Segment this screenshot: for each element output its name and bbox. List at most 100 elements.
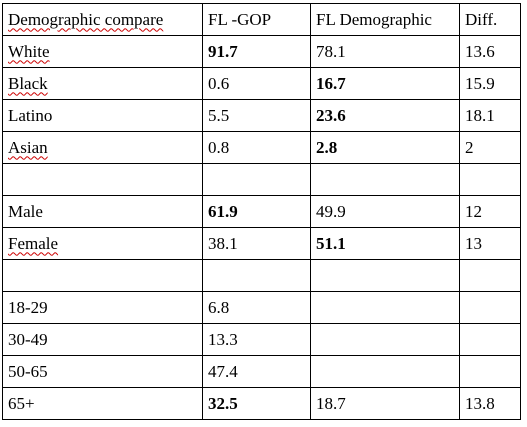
cell-diff[interactable]: 12 [459,195,521,228]
cell-diff[interactable]: 13.8 [459,387,521,420]
row-label-text: 30-49 [8,329,48,349]
header-fl-demographic-text: FL Demographic [316,9,432,29]
diff-value: 15.9 [465,73,495,93]
row-label-text: 65+ [8,393,35,413]
cell-fl-demographic[interactable] [310,355,460,388]
diff-value: 13 [465,233,482,253]
fl-gop-value: 6.8 [208,297,230,317]
row-label-text: Black [8,73,48,93]
cell-fl-demographic[interactable] [310,323,460,356]
row-label-text: Asian [8,137,48,157]
table-row: Black 0.6 16.7 15.9 [2,67,521,100]
cell-fl-demographic[interactable]: 2.8 [310,131,460,164]
cell-fl-demographic[interactable]: 23.6 [310,99,460,132]
cell-fl-gop[interactable]: 6.8 [202,291,311,324]
table-row: 30-49 13.3 [2,323,521,356]
cell-fl-demographic[interactable] [310,259,460,292]
demographic-compare-table: Demographic compare FL -GOP FL Demograph… [2,3,521,420]
cell-fl-gop[interactable]: 0.6 [202,67,311,100]
fl-gop-value: 61.9 [208,201,238,221]
header-cell-diff[interactable]: Diff. [459,3,521,36]
cell-fl-demographic[interactable]: 78.1 [310,35,460,68]
fl-demographic-value: 78.1 [316,41,346,61]
cell-label[interactable]: 30-49 [2,323,203,356]
cell-diff[interactable]: 15.9 [459,67,521,100]
cell-diff[interactable]: 13.6 [459,35,521,68]
cell-diff[interactable] [459,163,521,196]
cell-label[interactable]: 50-65 [2,355,203,388]
cell-fl-gop[interactable]: 13.3 [202,323,311,356]
cell-label[interactable]: Female [2,227,203,260]
table-row: Latino 5.5 23.6 18.1 [2,99,521,132]
cell-fl-gop[interactable] [202,163,311,196]
header-diff-text: Diff. [465,9,498,29]
cell-label[interactable]: Latino [2,99,203,132]
fl-gop-value: 32.5 [208,393,238,413]
header-category-text: Demographic compare [8,9,164,29]
diff-value: 13.6 [465,41,495,61]
table-row-empty [2,259,521,292]
diff-value: 13.8 [465,393,495,413]
header-fl-gop-text: FL -GOP [208,9,272,29]
cell-fl-gop[interactable]: 47.4 [202,355,311,388]
header-cell-category[interactable]: Demographic compare [2,3,203,36]
header-cell-fl-gop[interactable]: FL -GOP [202,3,311,36]
table-row: Male 61.9 49.9 12 [2,195,521,228]
cell-diff[interactable]: 13 [459,227,521,260]
fl-gop-value: 5.5 [208,105,230,125]
row-label-text: Female [8,233,59,253]
cell-label[interactable] [2,163,203,196]
cell-fl-demographic[interactable] [310,291,460,324]
cell-diff[interactable] [459,355,521,388]
diff-value: 12 [465,201,482,221]
fl-gop-value: 38.1 [208,233,238,253]
cell-diff[interactable] [459,323,521,356]
diff-value: 18.1 [465,105,495,125]
fl-demographic-value: 18.7 [316,393,346,413]
cell-fl-gop[interactable]: 32.5 [202,387,311,420]
cell-diff[interactable]: 18.1 [459,99,521,132]
fl-demographic-value: 51.1 [316,233,346,253]
cell-diff[interactable]: 2 [459,131,521,164]
row-label-text: White [8,41,50,61]
diff-value: 2 [465,137,474,157]
fl-gop-value: 47.4 [208,361,238,381]
table-row-empty [2,163,521,196]
cell-fl-gop[interactable]: 91.7 [202,35,311,68]
table-row: White 91.7 78.1 13.6 [2,35,521,68]
cell-fl-demographic[interactable]: 49.9 [310,195,460,228]
table-row: Asian 0.8 2.8 2 [2,131,521,164]
cell-diff[interactable] [459,291,521,324]
cell-label[interactable]: 18-29 [2,291,203,324]
cell-label[interactable]: White [2,35,203,68]
cell-label[interactable]: 65+ [2,387,203,420]
fl-demographic-value: 2.8 [316,137,338,157]
cell-diff[interactable] [459,259,521,292]
cell-label[interactable]: Asian [2,131,203,164]
cell-fl-gop[interactable]: 38.1 [202,227,311,260]
row-label-text: 50-65 [8,361,48,381]
fl-gop-value: 0.8 [208,137,230,157]
row-label-text: 18-29 [8,297,48,317]
table-row: 65+ 32.5 18.7 13.8 [2,387,521,420]
row-label-text: Latino [8,105,53,125]
header-cell-fl-demographic[interactable]: FL Demographic [310,3,460,36]
cell-fl-demographic[interactable]: 51.1 [310,227,460,260]
cell-fl-demographic[interactable]: 18.7 [310,387,460,420]
fl-demographic-value: 16.7 [316,73,346,93]
cell-fl-gop[interactable] [202,259,311,292]
fl-gop-value: 91.7 [208,41,238,61]
cell-fl-gop[interactable]: 5.5 [202,99,311,132]
cell-label[interactable]: Black [2,67,203,100]
cell-fl-gop[interactable]: 0.8 [202,131,311,164]
row-label-text: Male [8,201,43,221]
cell-fl-demographic[interactable] [310,163,460,196]
cell-fl-demographic[interactable]: 16.7 [310,67,460,100]
table-row: Female 38.1 51.1 13 [2,227,521,260]
cell-fl-gop[interactable]: 61.9 [202,195,311,228]
fl-demographic-value: 49.9 [316,201,346,221]
fl-demographic-value: 23.6 [316,105,346,125]
fl-gop-value: 13.3 [208,329,238,349]
cell-label[interactable]: Male [2,195,203,228]
cell-label[interactable] [2,259,203,292]
